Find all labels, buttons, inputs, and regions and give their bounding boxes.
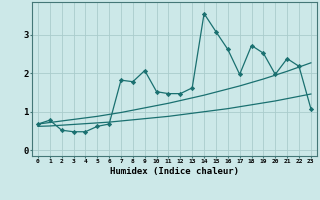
X-axis label: Humidex (Indice chaleur): Humidex (Indice chaleur) [110, 167, 239, 176]
